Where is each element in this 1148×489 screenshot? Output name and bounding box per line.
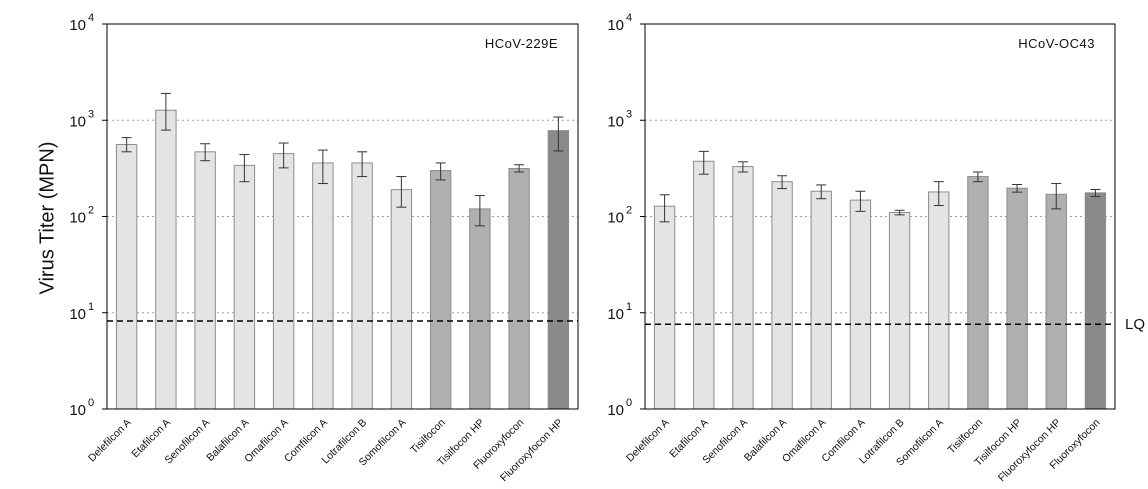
bar (810, 190, 832, 410)
bar (771, 181, 793, 410)
y-tick-label: 10 (607, 113, 624, 130)
y-tick-exponent: 3 (626, 108, 632, 120)
y-tick-exponent: 2 (626, 205, 632, 217)
bar (967, 176, 989, 410)
bar (351, 162, 373, 410)
bar (1084, 192, 1107, 410)
bar (653, 205, 676, 410)
bar (469, 208, 491, 410)
y-tick-label: 10 (607, 402, 624, 419)
y-tick-label: 10 (69, 17, 86, 34)
y-tick-exponent: 2 (88, 205, 94, 217)
y-tick-exponent: 0 (626, 397, 632, 409)
bar (1006, 187, 1028, 410)
y-tick-label: 10 (69, 402, 86, 419)
y-tick-exponent: 3 (88, 108, 94, 120)
bar (928, 191, 950, 410)
y-tick-label: 10 (607, 306, 624, 323)
bar (194, 151, 216, 410)
bar (155, 109, 177, 410)
bar (429, 170, 452, 410)
bar (732, 166, 754, 410)
bar (312, 162, 334, 410)
y-tick-label: 10 (69, 210, 86, 227)
bar (1045, 193, 1067, 410)
y-tick-label: 10 (69, 113, 86, 130)
y-axis-label: Virus Titer (MPN) (36, 142, 58, 295)
bar (508, 168, 530, 410)
category-label: Delefilcon A (624, 417, 672, 465)
bar (693, 160, 715, 410)
category-label: Delefilcon A (86, 417, 134, 465)
y-tick-exponent: 1 (88, 301, 94, 313)
bar (233, 164, 256, 410)
bar (390, 189, 413, 410)
panel-title: HCoV-229E (485, 36, 558, 51)
panel-title: HCoV-OC43 (1018, 36, 1095, 51)
y-tick-label: 10 (607, 210, 624, 227)
y-tick-exponent: 4 (626, 12, 632, 24)
bar (272, 153, 295, 410)
bar (888, 212, 911, 410)
category-label: Tisilfocon (945, 417, 985, 457)
y-tick-exponent: 1 (626, 301, 632, 313)
category-label: Tisilfocon (408, 417, 448, 457)
bar (849, 199, 872, 410)
y-tick-exponent: 4 (88, 12, 94, 24)
bar (115, 143, 138, 410)
y-tick-label: 10 (69, 306, 86, 323)
y-tick-exponent: 0 (88, 397, 94, 409)
lq-label: LQ (1125, 316, 1145, 333)
bar (547, 130, 570, 410)
y-tick-label: 10 (607, 17, 624, 34)
